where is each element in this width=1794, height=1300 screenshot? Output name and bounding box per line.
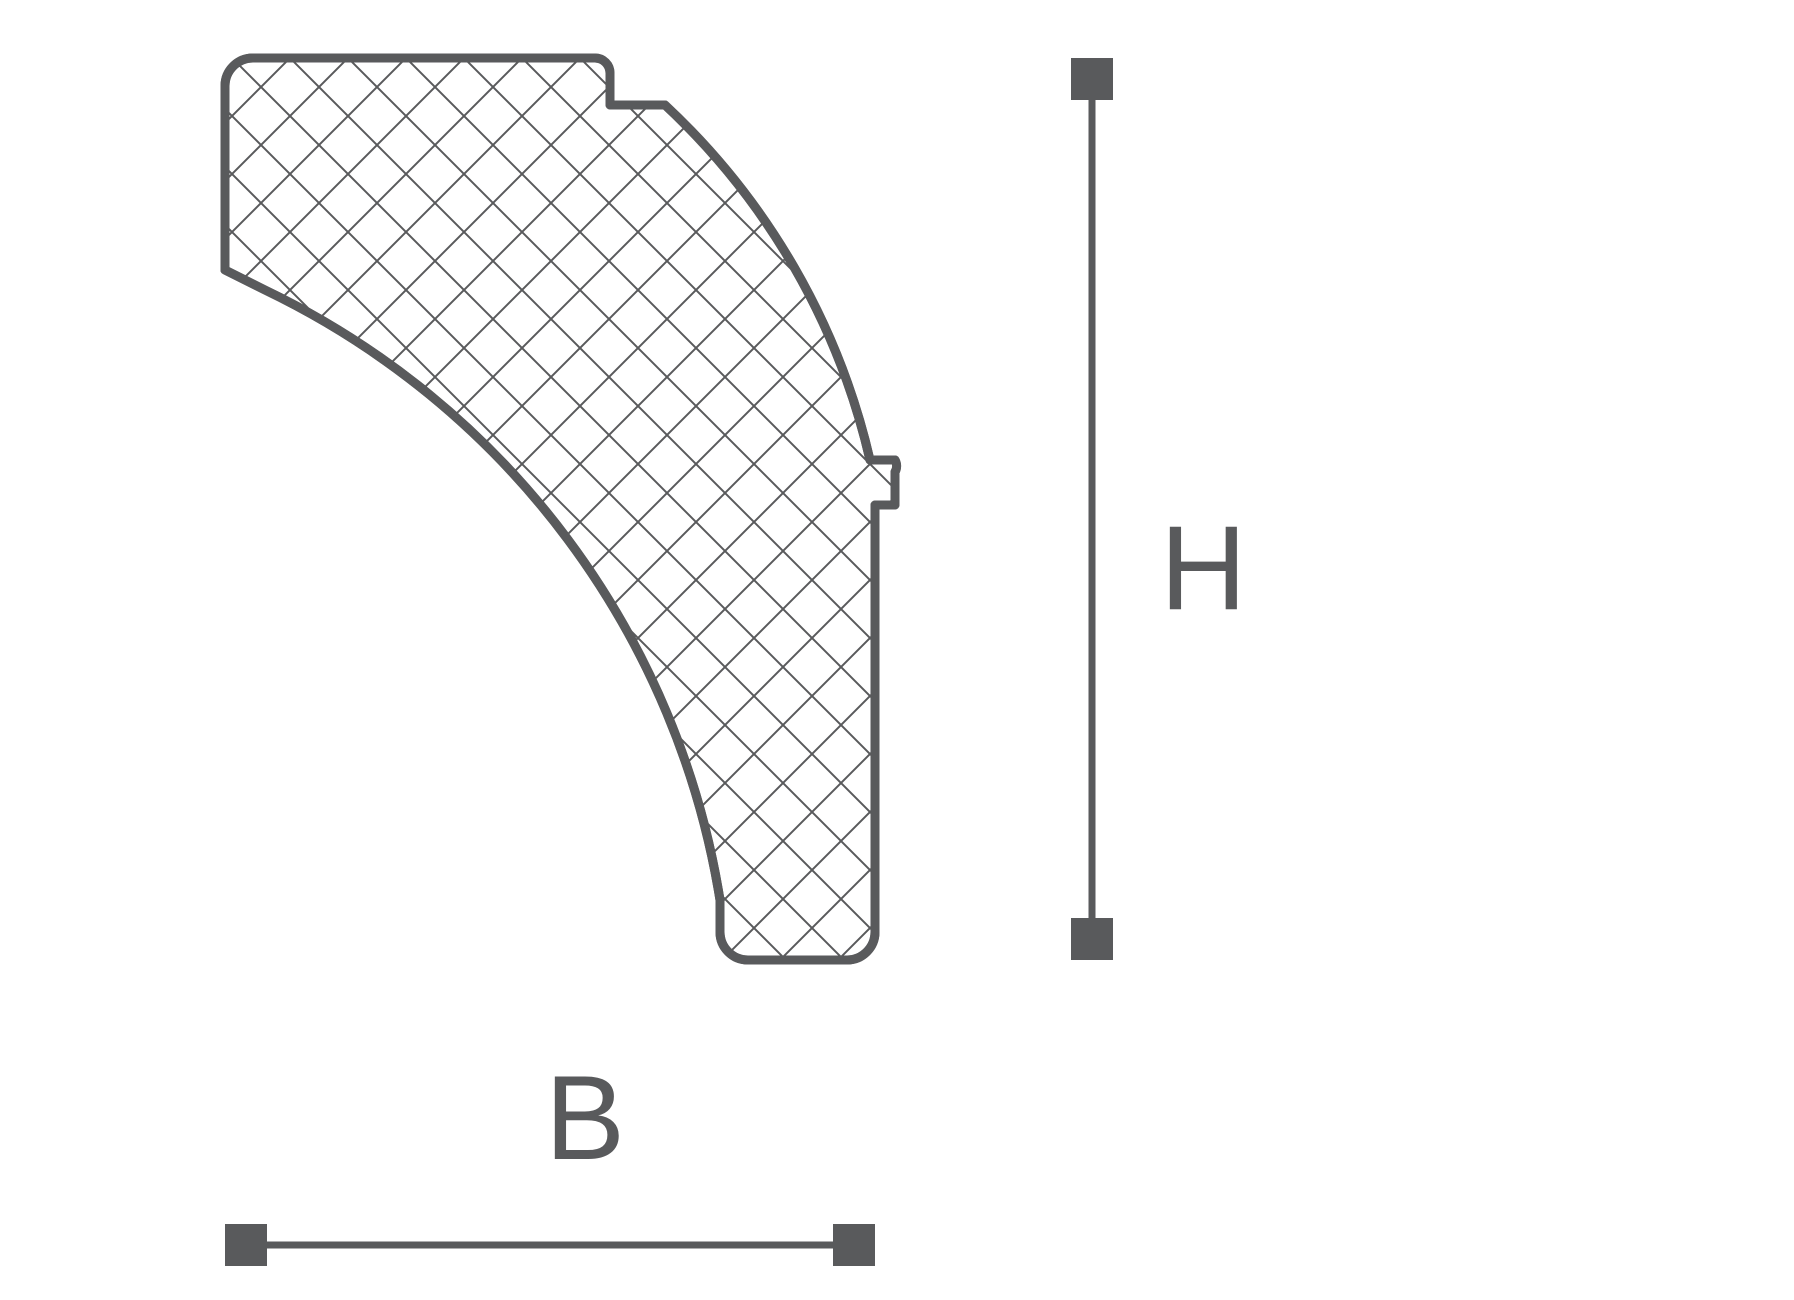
dimension-width xyxy=(225,1224,875,1266)
dimension-height xyxy=(1071,58,1113,960)
dimension-height-label: H xyxy=(1160,499,1247,637)
dimension-width-label: B xyxy=(545,1049,625,1187)
